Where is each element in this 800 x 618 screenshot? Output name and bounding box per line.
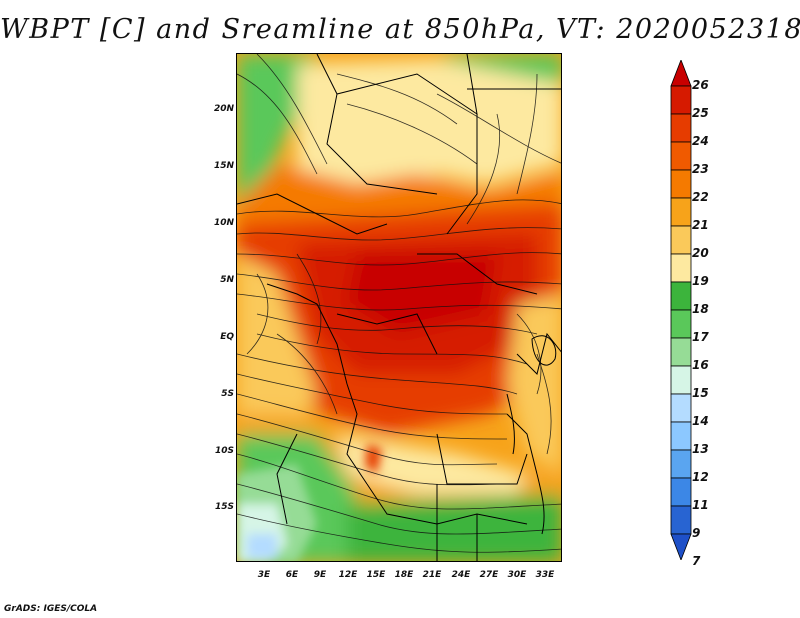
- colorbar-bottom-arrow: [670, 533, 692, 560]
- colorbar-label: 14: [692, 414, 709, 428]
- colorbar-label: 22: [692, 190, 709, 204]
- colorbar-segment: [670, 85, 692, 115]
- lon-label-6E: 6E: [285, 570, 299, 580]
- colorbar-segment: [670, 365, 692, 395]
- colorbar-segment: [670, 197, 692, 227]
- colorbar-segment: [670, 309, 692, 339]
- colorbar-label: 9: [692, 526, 701, 540]
- colorbar-top-arrow: [670, 60, 692, 87]
- colorbar-segment: [670, 393, 692, 423]
- colorbar-label: 11: [692, 498, 709, 512]
- lon-label-30E: 30E: [507, 570, 527, 580]
- lon-label-18E: 18E: [394, 570, 414, 580]
- map-panel: [236, 53, 562, 562]
- colorbar: [670, 60, 692, 560]
- colorbar-label: 15: [692, 386, 709, 400]
- lon-label-24E: 24E: [451, 570, 471, 580]
- colorbar-label: 23: [692, 162, 709, 176]
- wbpt-map: [237, 54, 561, 561]
- lon-label-33E: 33E: [535, 570, 555, 580]
- lon-label-27E: 27E: [479, 570, 499, 580]
- colorbar-label: 12: [692, 470, 709, 484]
- colorbar-label: 7: [692, 554, 701, 568]
- colorbar-segment: [670, 337, 692, 367]
- lat-label-5N: 5N: [220, 275, 234, 285]
- colorbar-segment: [670, 169, 692, 199]
- lat-label-20N: 20N: [213, 104, 234, 114]
- lon-label-15E: 15E: [366, 570, 386, 580]
- lat-label-EQ: EQ: [220, 332, 234, 342]
- lat-label-15N: 15N: [213, 161, 234, 171]
- temperature-detail: [237, 444, 382, 561]
- lon-label-12E: 12E: [338, 570, 358, 580]
- colorbar-segment: [670, 225, 692, 255]
- colorbar-label: 17: [692, 330, 709, 344]
- colorbar-segment: [670, 449, 692, 479]
- colorbar-label: 25: [692, 106, 709, 120]
- colorbar-label: 18: [692, 302, 709, 316]
- lon-label-21E: 21E: [422, 570, 442, 580]
- colorbar-label: 19: [692, 274, 709, 288]
- colorbar-segment: [670, 141, 692, 171]
- colorbar-segment: [670, 505, 692, 535]
- colorbar-label: 13: [692, 442, 709, 456]
- colorbar-segment: [670, 113, 692, 143]
- colorbar-segment: [670, 253, 692, 283]
- lon-label-9E: 9E: [313, 570, 327, 580]
- country-borders: [237, 54, 561, 561]
- lat-label-5S: 5S: [221, 389, 234, 399]
- colorbar-label: 24: [692, 134, 709, 148]
- colorbar-label: 16: [692, 358, 709, 372]
- lon-label-3E: 3E: [257, 570, 271, 580]
- colorbar-label: 26: [692, 78, 709, 92]
- colorbar-segment: [670, 477, 692, 507]
- lat-label-15S: 15S: [214, 502, 234, 512]
- colorbar-segment: [670, 281, 692, 311]
- colorbar-label: 21: [692, 218, 709, 232]
- footer-credit: GrADS: IGES/COLA: [4, 604, 98, 614]
- lat-label-10S: 10S: [214, 446, 234, 456]
- lakes: [506, 335, 557, 535]
- lat-label-10N: 10N: [213, 218, 234, 228]
- colorbar-label: 20: [692, 246, 709, 260]
- chart-title: WBPT [C] and Sreamline at 850hPa, VT: 20…: [0, 14, 800, 45]
- colorbar-segment: [670, 421, 692, 451]
